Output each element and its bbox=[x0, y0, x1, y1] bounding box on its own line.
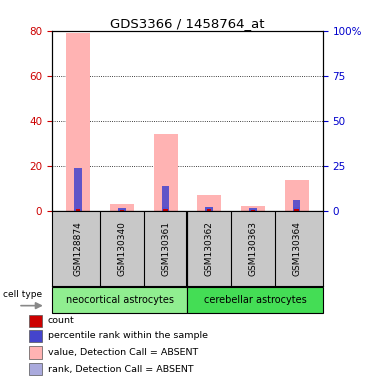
Bar bbox=[118, 209, 126, 211]
Bar bbox=[154, 134, 178, 211]
Bar bbox=[293, 207, 301, 211]
Bar bbox=[205, 207, 213, 211]
Bar bbox=[118, 208, 126, 211]
Bar bbox=[187, 287, 323, 313]
Text: GSM130362: GSM130362 bbox=[205, 221, 214, 276]
Bar bbox=[29, 363, 42, 376]
Bar bbox=[162, 186, 170, 211]
Bar bbox=[205, 207, 213, 211]
Bar bbox=[74, 209, 82, 211]
Bar bbox=[294, 209, 299, 211]
Text: GSM128874: GSM128874 bbox=[74, 221, 83, 276]
Text: neocortical astrocytes: neocortical astrocytes bbox=[66, 295, 174, 305]
Bar bbox=[120, 210, 124, 211]
Bar bbox=[249, 208, 257, 211]
Bar bbox=[76, 209, 81, 211]
Text: GSM130363: GSM130363 bbox=[248, 221, 257, 276]
Bar bbox=[29, 315, 42, 327]
Text: cerebellar astrocytes: cerebellar astrocytes bbox=[204, 295, 306, 305]
Text: value, Detection Call = ABSENT: value, Detection Call = ABSENT bbox=[47, 348, 198, 357]
Bar bbox=[207, 209, 211, 211]
Text: percentile rank within the sample: percentile rank within the sample bbox=[47, 331, 207, 340]
Bar bbox=[249, 209, 257, 211]
Title: GDS3366 / 1458764_at: GDS3366 / 1458764_at bbox=[110, 17, 265, 30]
Bar bbox=[110, 204, 134, 211]
Bar bbox=[197, 195, 221, 211]
Bar bbox=[241, 205, 265, 211]
Text: rank, Detection Call = ABSENT: rank, Detection Call = ABSENT bbox=[47, 365, 193, 374]
Text: GSM130364: GSM130364 bbox=[292, 221, 301, 276]
Text: cell type: cell type bbox=[3, 290, 42, 299]
Text: GSM130361: GSM130361 bbox=[161, 221, 170, 276]
Bar bbox=[162, 207, 170, 211]
Bar bbox=[293, 200, 301, 211]
Text: count: count bbox=[47, 316, 74, 325]
Bar bbox=[285, 180, 309, 211]
Bar bbox=[29, 346, 42, 359]
Bar bbox=[52, 287, 187, 313]
Bar bbox=[66, 33, 90, 211]
Bar bbox=[29, 329, 42, 342]
Bar bbox=[163, 209, 168, 211]
Bar bbox=[251, 210, 255, 211]
Bar bbox=[74, 168, 82, 211]
Text: GSM130340: GSM130340 bbox=[117, 221, 127, 276]
